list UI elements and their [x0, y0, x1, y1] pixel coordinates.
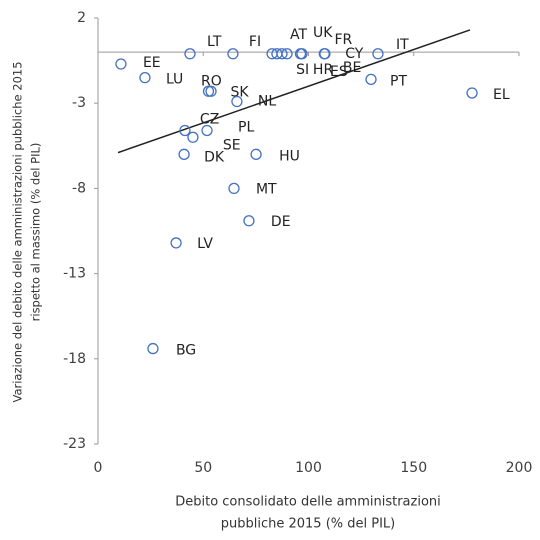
- x-tick-label: 200: [506, 460, 533, 476]
- point-label: LT: [207, 34, 222, 50]
- point: [231, 95, 243, 108]
- x-tick-label: 150: [400, 460, 427, 476]
- trendline: [117, 29, 471, 154]
- point: [318, 48, 330, 60]
- point-label: BG: [176, 343, 196, 359]
- y-tick-label: 2: [77, 10, 86, 26]
- y-tick-label: -23: [63, 436, 86, 452]
- point: [365, 73, 377, 85]
- point: [187, 131, 199, 143]
- x-tick-label: 100: [295, 460, 322, 476]
- point-label: PL: [238, 119, 254, 135]
- point-label: DE: [271, 214, 291, 230]
- y-axis-label: rispetto al massimo (% del PIL): [29, 143, 43, 322]
- point: [201, 124, 213, 137]
- x-axis-label: Debito consolidato delle amministrazioni: [175, 495, 441, 510]
- point: [243, 215, 255, 227]
- point: [202, 85, 215, 97]
- point-label: CY: [345, 46, 364, 62]
- point-label: BE: [343, 60, 361, 76]
- y-axis-label-group: Variazione del debito delle amministrazi…: [11, 61, 25, 402]
- point: [228, 182, 240, 195]
- point-label: IT: [396, 37, 409, 53]
- point-label: EE: [143, 55, 161, 71]
- point: [227, 48, 239, 60]
- point-label: FR: [335, 32, 353, 48]
- y-tick-label: -8: [72, 180, 86, 196]
- y-tick-label: -3: [72, 95, 86, 111]
- point-label: LV: [197, 236, 213, 252]
- point: [170, 237, 182, 249]
- x-tick-label: 50: [194, 460, 212, 476]
- y-tick-label: -18: [63, 351, 86, 367]
- point-label: ES: [330, 64, 348, 80]
- point-label: DK: [204, 149, 225, 165]
- point: [466, 87, 478, 99]
- point-label: PT: [390, 73, 407, 89]
- point-label: SE: [223, 137, 241, 153]
- point-label: SI: [296, 62, 309, 78]
- point-label: RO: [201, 73, 222, 89]
- point-label: HR: [313, 62, 334, 78]
- point: [184, 48, 196, 60]
- point-label: LU: [166, 72, 183, 88]
- y-axis-label-group: rispetto al massimo (% del PIL): [29, 143, 43, 322]
- point: [115, 58, 127, 70]
- point-label: UK: [313, 25, 333, 41]
- point: [281, 48, 293, 60]
- point: [147, 342, 159, 355]
- point-label: HU: [279, 148, 300, 164]
- point: [372, 48, 384, 60]
- x-tick-label: 0: [94, 460, 103, 476]
- y-tick-label: -13: [63, 266, 86, 282]
- y-axis-label: Variazione del debito delle amministrazi…: [11, 61, 25, 402]
- point-label: MT: [256, 181, 277, 197]
- point-label: CZ: [200, 111, 219, 127]
- point: [276, 48, 288, 60]
- point-label: EL: [493, 87, 510, 103]
- point: [294, 48, 307, 60]
- point-label: AT: [290, 27, 307, 43]
- point: [179, 124, 191, 137]
- point: [178, 148, 190, 160]
- point: [250, 148, 262, 160]
- x-axis-label: pubbliche 2015 (% del PIL): [221, 517, 396, 532]
- point-label: NL: [258, 93, 276, 109]
- point-label: FI: [249, 34, 261, 50]
- point: [139, 71, 151, 84]
